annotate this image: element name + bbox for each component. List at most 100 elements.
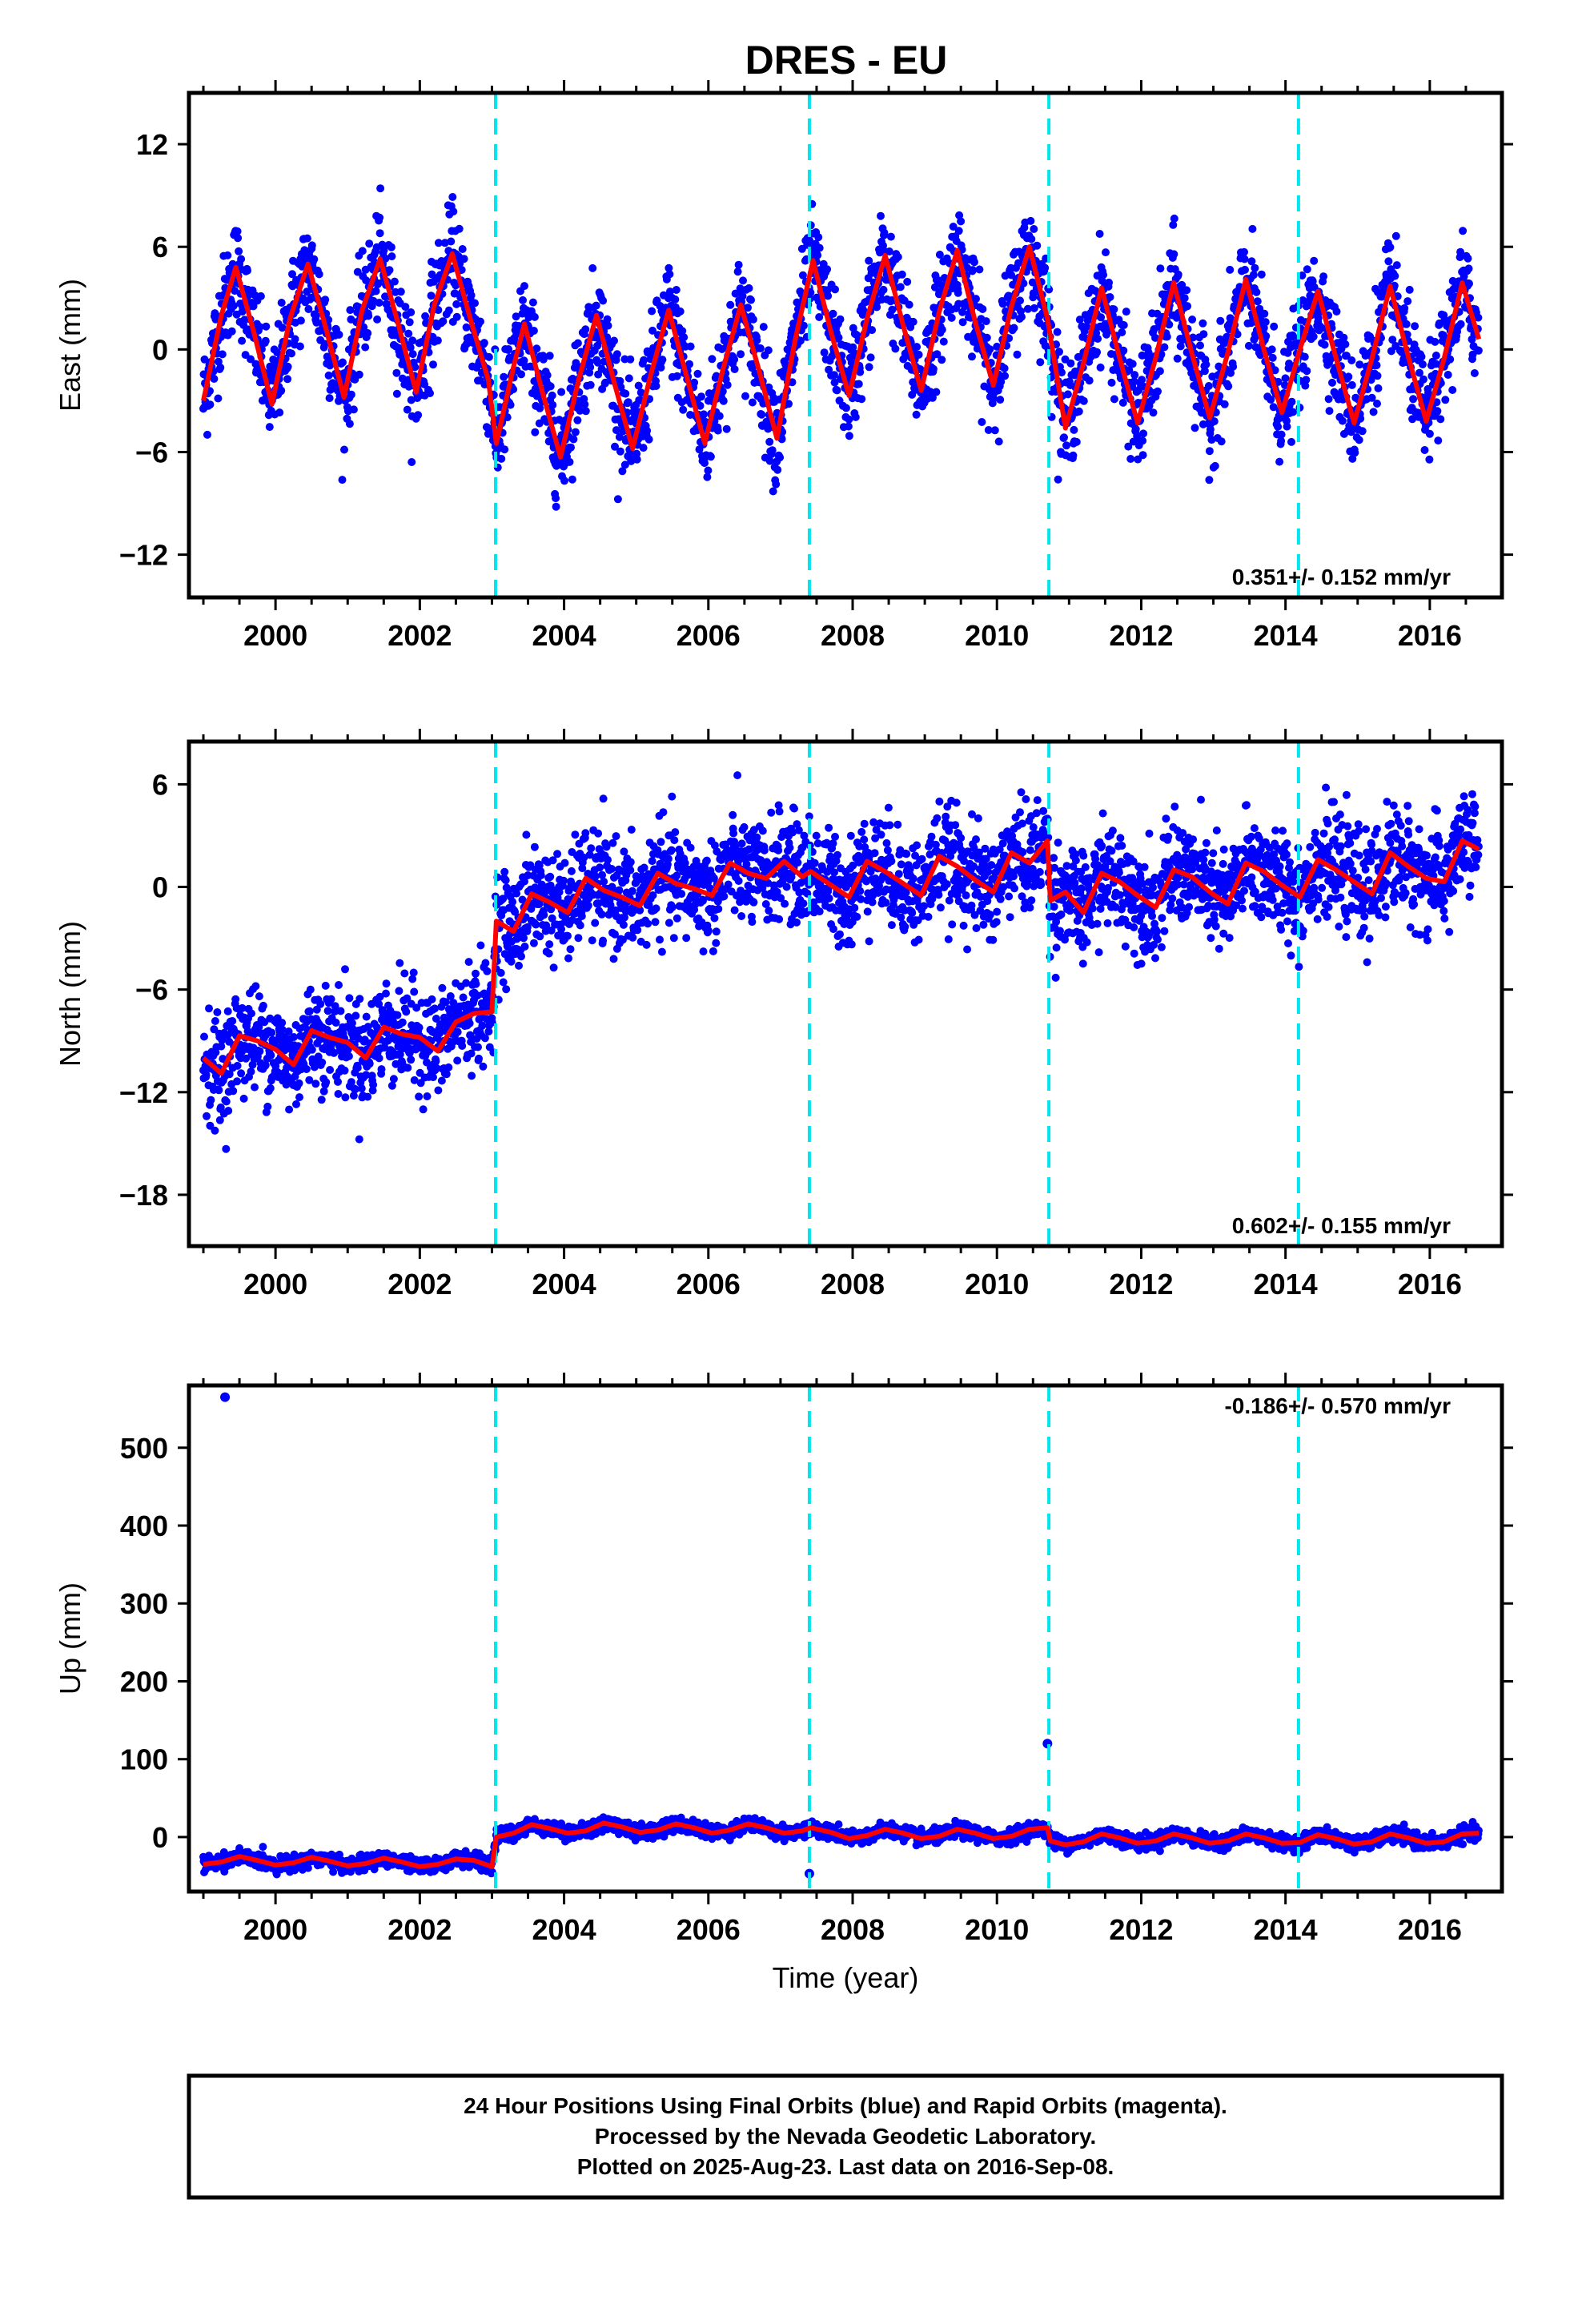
east-data-point bbox=[1386, 243, 1395, 251]
east-data-point bbox=[586, 363, 595, 372]
east-data-point bbox=[616, 376, 624, 385]
east-data-point bbox=[580, 400, 589, 408]
north-data-point bbox=[847, 940, 856, 949]
east-data-point bbox=[519, 296, 527, 304]
east-data-point bbox=[1391, 231, 1400, 240]
east-data-point bbox=[844, 422, 853, 431]
east-data-point bbox=[1384, 257, 1393, 266]
east-data-point bbox=[1083, 316, 1092, 325]
east-data-point bbox=[1138, 451, 1147, 460]
north-data-point bbox=[382, 979, 391, 988]
east-data-point bbox=[449, 207, 458, 216]
east-data-point bbox=[733, 267, 742, 276]
north-data-point bbox=[714, 905, 723, 913]
east-data-point bbox=[1061, 355, 1070, 364]
east-data-point bbox=[643, 426, 652, 435]
north-data-point bbox=[476, 941, 485, 950]
east-data-point bbox=[227, 327, 236, 336]
east-data-point bbox=[880, 228, 889, 237]
north-data-point bbox=[441, 998, 450, 1007]
east-data-point bbox=[912, 410, 921, 419]
north-data-point bbox=[321, 981, 330, 990]
east-data-point bbox=[1374, 384, 1383, 392]
north-data-point bbox=[712, 939, 721, 947]
east-data-point bbox=[1287, 437, 1295, 446]
east-data-point bbox=[1069, 451, 1078, 460]
east-data-point bbox=[859, 306, 868, 315]
north-data-point bbox=[642, 940, 651, 949]
east-data-point bbox=[933, 350, 942, 359]
east-data-point bbox=[1206, 425, 1215, 434]
east-data-point bbox=[845, 432, 853, 440]
east-data-point bbox=[1229, 362, 1238, 371]
east-data-point bbox=[376, 184, 385, 193]
north-data-point bbox=[355, 995, 364, 1003]
east-data-point bbox=[970, 258, 978, 267]
east-data-point bbox=[1125, 366, 1134, 375]
north-data-point bbox=[237, 1069, 246, 1078]
north-data-point bbox=[566, 945, 575, 954]
east-data-point bbox=[451, 289, 460, 298]
north-data-point bbox=[612, 832, 620, 841]
east-data-point bbox=[1174, 270, 1182, 279]
east-data-point bbox=[392, 368, 401, 377]
east-data-point bbox=[1013, 350, 1022, 359]
east-data-point bbox=[879, 285, 888, 294]
east-data-point bbox=[1244, 341, 1253, 350]
east-data-point bbox=[452, 281, 460, 290]
east-data-point bbox=[403, 405, 412, 414]
east-data-point bbox=[1082, 323, 1091, 331]
north-data-point bbox=[826, 852, 835, 861]
east-data-point bbox=[1093, 348, 1102, 356]
north-data-point bbox=[704, 927, 713, 935]
east-data-point bbox=[216, 364, 225, 372]
east-data-point bbox=[978, 305, 987, 313]
north-data-point bbox=[540, 911, 548, 919]
east-data-point bbox=[697, 392, 705, 401]
east-data-point bbox=[1085, 376, 1094, 385]
north-data-point bbox=[225, 1070, 234, 1079]
east-data-point bbox=[737, 350, 745, 359]
east-data-point bbox=[1240, 255, 1249, 263]
east-data-point bbox=[798, 271, 807, 279]
east-data-point bbox=[603, 315, 612, 324]
east-data-point bbox=[1342, 352, 1351, 360]
north-data-point bbox=[530, 842, 539, 851]
east-data-point bbox=[273, 348, 282, 357]
north-data-point bbox=[464, 958, 473, 967]
north-data-point bbox=[233, 1061, 242, 1070]
east-data-point bbox=[823, 265, 832, 274]
east-data-point bbox=[776, 453, 785, 462]
north-data-point bbox=[518, 895, 527, 904]
east-data-point bbox=[679, 405, 688, 414]
east-data-point bbox=[506, 400, 515, 409]
north-data-point bbox=[393, 1011, 402, 1019]
north-rate-label: 0.602+/- 0.155 mm/yr bbox=[1232, 1213, 1451, 1238]
east-data-point bbox=[673, 372, 681, 380]
east-data-point bbox=[700, 410, 708, 419]
east-data-point bbox=[375, 229, 384, 238]
north-data-point bbox=[218, 1035, 227, 1044]
north-data-point bbox=[402, 1007, 411, 1016]
north-data-point bbox=[336, 1007, 345, 1015]
north-data-point bbox=[341, 965, 349, 974]
east-data-point bbox=[788, 378, 797, 387]
east-frame bbox=[187, 90, 1504, 600]
north-data-point bbox=[640, 863, 648, 872]
chart-title: DRES - EU bbox=[745, 38, 948, 82]
east-data-point bbox=[968, 352, 976, 361]
east-data-point bbox=[303, 287, 311, 296]
east-data-point bbox=[401, 303, 410, 312]
north-data-point bbox=[523, 923, 532, 931]
north-data-point bbox=[608, 865, 616, 873]
east-data-point bbox=[868, 326, 877, 335]
east-data-point bbox=[311, 312, 320, 320]
east-data-point bbox=[765, 456, 774, 465]
east-data-point bbox=[1274, 377, 1283, 386]
east-data-point bbox=[1030, 304, 1038, 312]
east-data-point bbox=[704, 466, 713, 475]
east-data-point bbox=[896, 283, 905, 292]
east-data-point bbox=[672, 286, 681, 294]
north-data-point bbox=[453, 1056, 462, 1065]
east-data-point bbox=[1041, 263, 1050, 272]
